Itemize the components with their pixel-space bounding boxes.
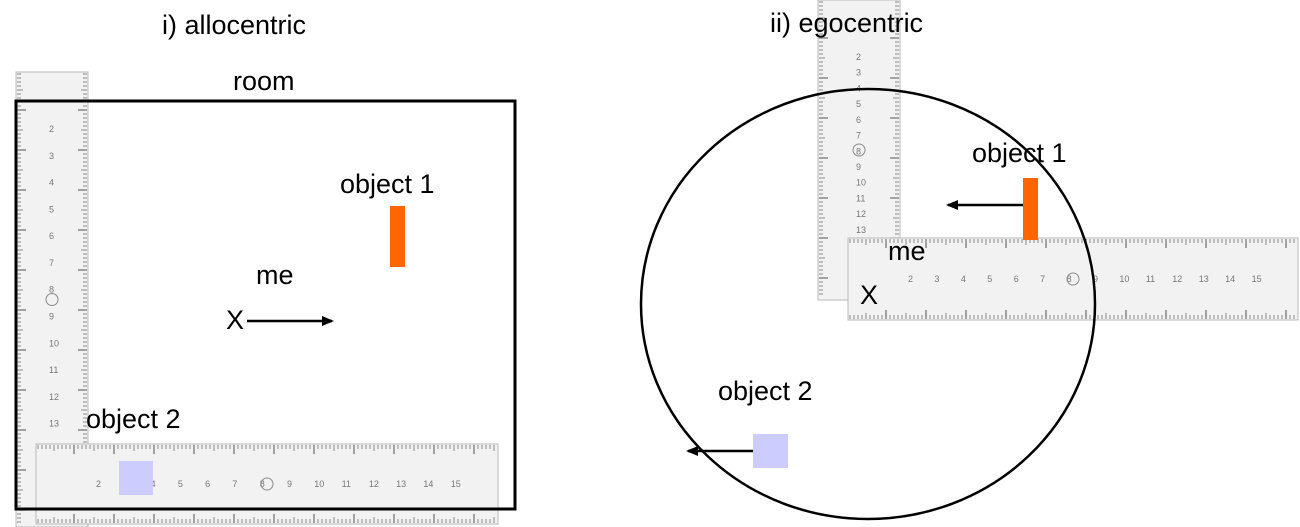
- svg-text:6: 6: [205, 479, 210, 489]
- room-frame: [14, 99, 517, 511]
- perceptual-field-circle: [639, 87, 1097, 521]
- svg-text:5: 5: [178, 479, 183, 489]
- svg-text:3: 3: [934, 274, 939, 284]
- svg-text:6: 6: [1014, 274, 1019, 284]
- svg-text:10: 10: [314, 479, 324, 489]
- svg-text:5: 5: [49, 204, 54, 214]
- object-2-label-egocentric: object 2: [718, 376, 813, 406]
- svg-text:8: 8: [49, 285, 54, 295]
- svg-text:9: 9: [856, 162, 861, 172]
- egocentric-panel: 2 3 4 5 6 7 8 9 10 11 12 13 14 15 2 3 4 5 6 7 8 9 10 11 12 13 14 1…: [639, 0, 1299, 521]
- svg-text:7: 7: [856, 131, 861, 141]
- svg-text:15: 15: [451, 479, 461, 489]
- svg-text:13: 13: [396, 479, 406, 489]
- svg-text:7: 7: [49, 258, 54, 268]
- svg-text:5: 5: [987, 274, 992, 284]
- svg-text:10: 10: [856, 178, 866, 188]
- svg-text:9: 9: [1093, 274, 1098, 284]
- svg-text:14: 14: [1225, 274, 1235, 284]
- object-1-marker-egocentric: [1023, 178, 1038, 240]
- svg-text:13: 13: [1199, 274, 1209, 284]
- me-label-egocentric: me: [888, 236, 926, 266]
- svg-text:2: 2: [908, 274, 913, 284]
- svg-text:11: 11: [342, 479, 351, 489]
- svg-text:4: 4: [49, 178, 54, 188]
- svg-text:2: 2: [96, 479, 101, 489]
- svg-text:6: 6: [49, 231, 54, 241]
- me-label-allocentric: me: [256, 260, 294, 290]
- object-1-label-allocentric: object 1: [340, 169, 435, 199]
- svg-text:14: 14: [423, 479, 433, 489]
- object-2-marker-allocentric: [119, 461, 153, 495]
- svg-text:11: 11: [1146, 274, 1155, 284]
- svg-text:12: 12: [49, 392, 59, 402]
- self-marker-egocentric: X: [860, 280, 879, 310]
- svg-text:12: 12: [856, 209, 866, 219]
- svg-text:7: 7: [232, 479, 237, 489]
- self-marker-allocentric: X: [226, 305, 245, 335]
- svg-text:13: 13: [856, 225, 866, 235]
- svg-text:12: 12: [1172, 274, 1182, 284]
- allocentric-title: i) allocentric: [162, 10, 307, 40]
- ruler-horizontal-right: 2 3 4 5 6 7 8 9 10 11 12 13 14 15: [847, 237, 1299, 321]
- svg-text:9: 9: [287, 479, 292, 489]
- svg-text:10: 10: [49, 338, 59, 348]
- svg-text:3: 3: [49, 151, 54, 161]
- svg-text:8: 8: [260, 479, 265, 489]
- object-2-marker-egocentric: [753, 434, 788, 468]
- svg-text:11: 11: [856, 193, 865, 203]
- svg-text:7: 7: [1040, 274, 1045, 284]
- svg-text:3: 3: [856, 68, 861, 78]
- svg-text:4: 4: [961, 274, 966, 284]
- svg-text:5: 5: [856, 99, 861, 109]
- svg-text:12: 12: [369, 479, 379, 489]
- svg-text:8: 8: [1067, 274, 1072, 284]
- svg-text:6: 6: [856, 115, 861, 125]
- svg-text:11: 11: [49, 365, 58, 375]
- svg-text:8: 8: [856, 146, 861, 156]
- svg-text:13: 13: [49, 419, 59, 429]
- svg-text:9: 9: [49, 312, 54, 322]
- svg-text:10: 10: [1119, 274, 1129, 284]
- object-1-marker-allocentric: [390, 206, 405, 267]
- egocentric-title: ii) egocentric: [770, 8, 924, 38]
- room-label: room: [233, 66, 295, 96]
- svg-text:2: 2: [49, 124, 54, 134]
- svg-text:15: 15: [1252, 274, 1262, 284]
- object-1-label-egocentric: object 1: [972, 138, 1067, 168]
- svg-text:4: 4: [151, 479, 156, 489]
- object-2-label-allocentric: object 2: [86, 404, 181, 434]
- svg-text:2: 2: [856, 52, 861, 62]
